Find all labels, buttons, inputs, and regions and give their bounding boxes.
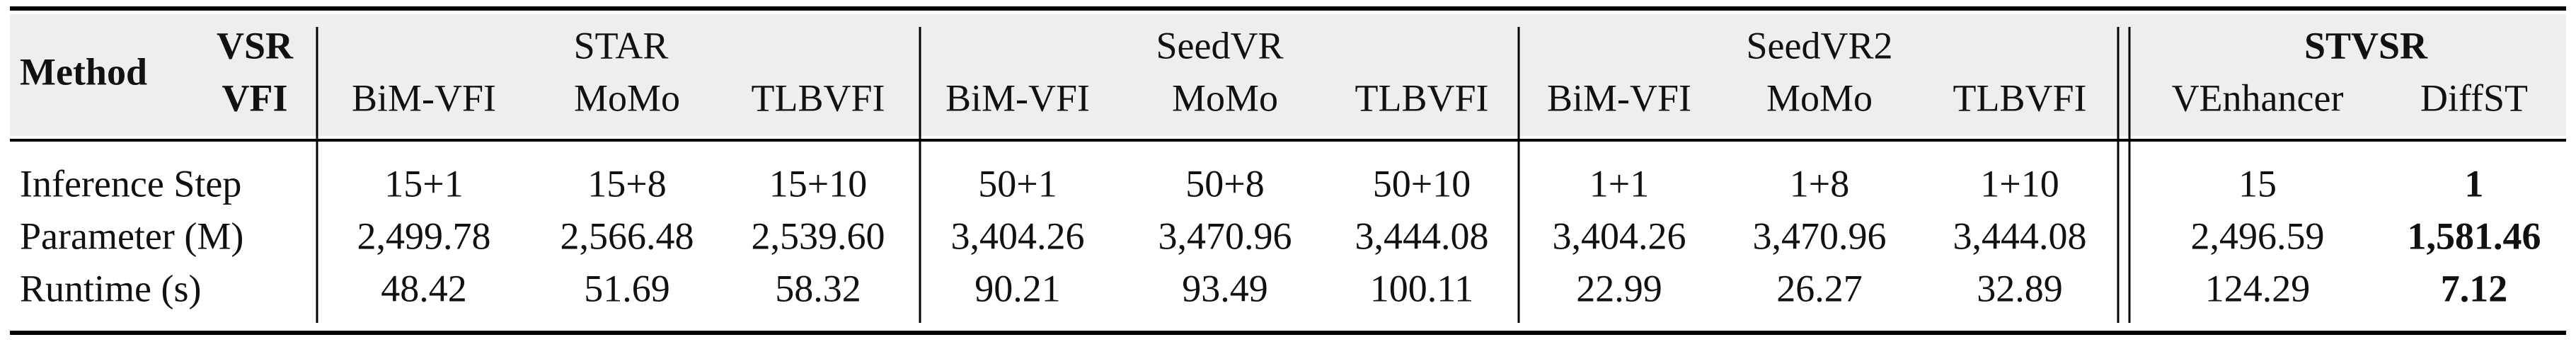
cell: 1+1 bbox=[1589, 162, 1649, 205]
column-header: TLBVFI bbox=[1355, 76, 1489, 119]
group-header: STVSR bbox=[2304, 24, 2428, 67]
cell: 1+10 bbox=[1980, 162, 2059, 205]
column-header: BiM-VFI bbox=[352, 76, 496, 119]
cell: 2,499.78 bbox=[357, 215, 491, 257]
cell: 3,470.96 bbox=[1158, 215, 1292, 257]
cell: 7.12 bbox=[2441, 267, 2508, 309]
cell: 3,404.26 bbox=[1553, 215, 1686, 257]
column-header: TLBVFI bbox=[752, 76, 885, 119]
row-label: Inference Step bbox=[20, 162, 241, 205]
vsr-header: VSR bbox=[217, 24, 294, 67]
cell: 15+10 bbox=[769, 162, 867, 205]
cell: 58.32 bbox=[775, 267, 861, 309]
group-header: SeedVR bbox=[1156, 24, 1284, 67]
column-header: BiM-VFI bbox=[945, 76, 1090, 119]
column-header: DiffST bbox=[2420, 76, 2528, 119]
column-header: MoMo bbox=[1766, 76, 1873, 119]
group-header: SeedVR2 bbox=[1747, 24, 1893, 67]
column-header: MoMo bbox=[574, 76, 680, 119]
vfi-header: VFI bbox=[222, 76, 288, 119]
cell: 50+1 bbox=[978, 162, 1057, 205]
cell: 3,444.08 bbox=[1953, 215, 2087, 257]
column-header: MoMo bbox=[1172, 76, 1278, 119]
group-header: STAR bbox=[574, 24, 669, 67]
method-header: Method bbox=[20, 50, 147, 93]
cell: 32.89 bbox=[1977, 267, 2063, 309]
cell: 2,539.60 bbox=[752, 215, 885, 257]
cell: 3,404.26 bbox=[951, 215, 1085, 257]
cell: 3,444.08 bbox=[1355, 215, 1489, 257]
cell: 1,581.46 bbox=[2408, 215, 2541, 257]
cell: 100.11 bbox=[1370, 267, 1474, 309]
cell: 90.21 bbox=[974, 267, 1061, 309]
cell: 15+1 bbox=[384, 162, 463, 205]
cell: 15+8 bbox=[587, 162, 666, 205]
cell: 2,496.59 bbox=[2191, 215, 2325, 257]
cell: 15 bbox=[2238, 162, 2277, 205]
cell: 2,566.48 bbox=[560, 215, 694, 257]
row-label: Runtime (s) bbox=[20, 267, 201, 309]
column-header: VEnhancer bbox=[2172, 76, 2344, 119]
cell: 1+8 bbox=[1790, 162, 1849, 205]
cell: 48.42 bbox=[381, 267, 467, 309]
cell: 93.49 bbox=[1182, 267, 1268, 309]
column-header: TLBVFI bbox=[1953, 76, 2087, 119]
cell: 1 bbox=[2465, 162, 2484, 205]
row-label: Parameter (M) bbox=[20, 215, 243, 257]
cell: 3,470.96 bbox=[1753, 215, 1887, 257]
cell: 50+10 bbox=[1373, 162, 1471, 205]
cell: 124.29 bbox=[2205, 267, 2311, 309]
cell: 51.69 bbox=[584, 267, 670, 309]
header-background bbox=[10, 14, 2566, 136]
column-header: BiM-VFI bbox=[1547, 76, 1691, 119]
cell: 50+8 bbox=[1185, 162, 1264, 205]
cell: 22.99 bbox=[1576, 267, 1662, 309]
cell: 26.27 bbox=[1776, 267, 1863, 309]
